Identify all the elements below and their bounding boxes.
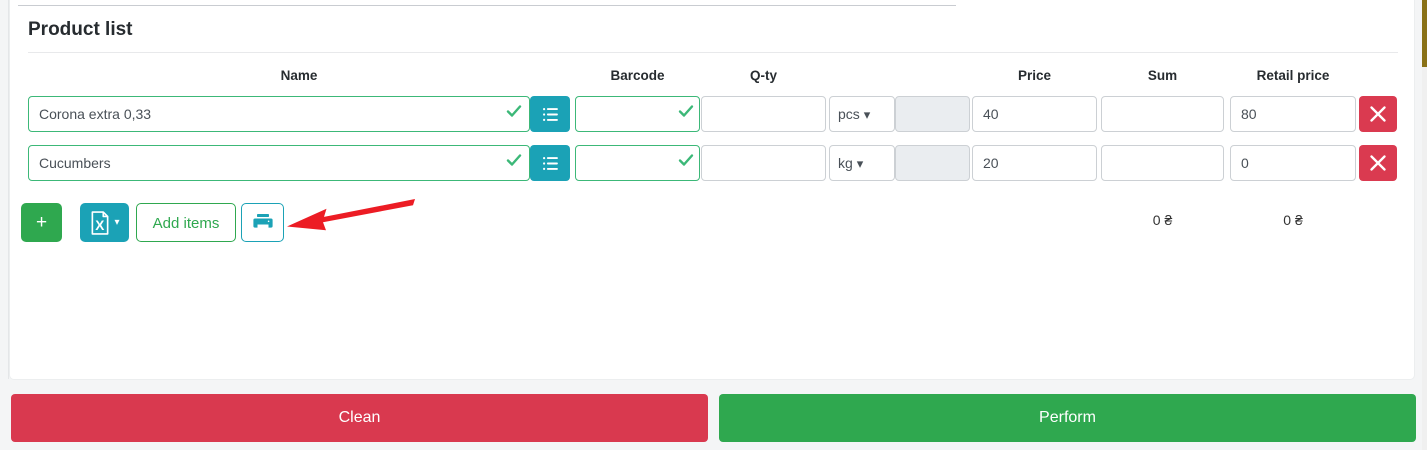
svg-text:X: X: [96, 218, 105, 233]
